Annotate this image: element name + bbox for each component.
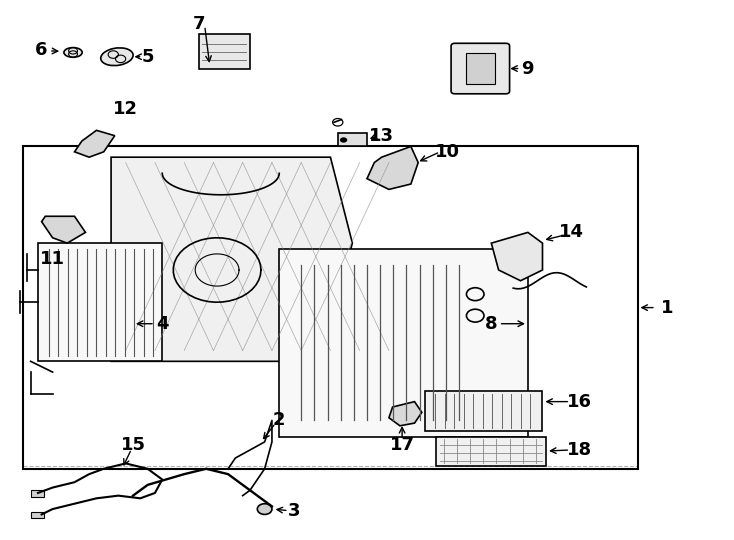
Bar — [279, 248, 528, 436]
Text: 7: 7 — [192, 15, 205, 33]
Text: 12: 12 — [113, 100, 138, 118]
Polygon shape — [389, 402, 422, 426]
Bar — [38, 243, 162, 361]
Ellipse shape — [64, 48, 82, 57]
Text: 9: 9 — [522, 59, 534, 78]
Text: 8: 8 — [485, 315, 498, 333]
Circle shape — [340, 137, 347, 143]
Bar — [31, 512, 44, 518]
Text: 14: 14 — [559, 224, 584, 241]
Ellipse shape — [101, 48, 133, 65]
Text: 10: 10 — [435, 143, 460, 161]
Text: 1: 1 — [661, 299, 673, 316]
Polygon shape — [491, 232, 542, 281]
Text: 5: 5 — [142, 48, 154, 66]
Bar — [31, 490, 44, 497]
Bar — [465, 53, 495, 84]
Text: 11: 11 — [40, 250, 65, 268]
Text: 18: 18 — [567, 441, 592, 459]
Bar — [426, 391, 542, 431]
Polygon shape — [42, 217, 85, 243]
Text: 3: 3 — [288, 502, 300, 519]
Text: 15: 15 — [120, 436, 145, 454]
Text: 6: 6 — [35, 40, 48, 59]
Text: 2: 2 — [273, 411, 286, 429]
Polygon shape — [111, 157, 352, 361]
Polygon shape — [367, 146, 418, 190]
Circle shape — [258, 504, 272, 515]
Polygon shape — [75, 130, 115, 157]
Bar — [23, 146, 638, 469]
FancyBboxPatch shape — [451, 43, 509, 94]
Text: 16: 16 — [567, 393, 592, 410]
Bar — [338, 133, 367, 146]
Text: 13: 13 — [369, 127, 394, 145]
Bar — [199, 33, 250, 69]
Bar — [437, 436, 546, 466]
Text: 4: 4 — [156, 315, 169, 333]
Text: 17: 17 — [390, 436, 415, 454]
